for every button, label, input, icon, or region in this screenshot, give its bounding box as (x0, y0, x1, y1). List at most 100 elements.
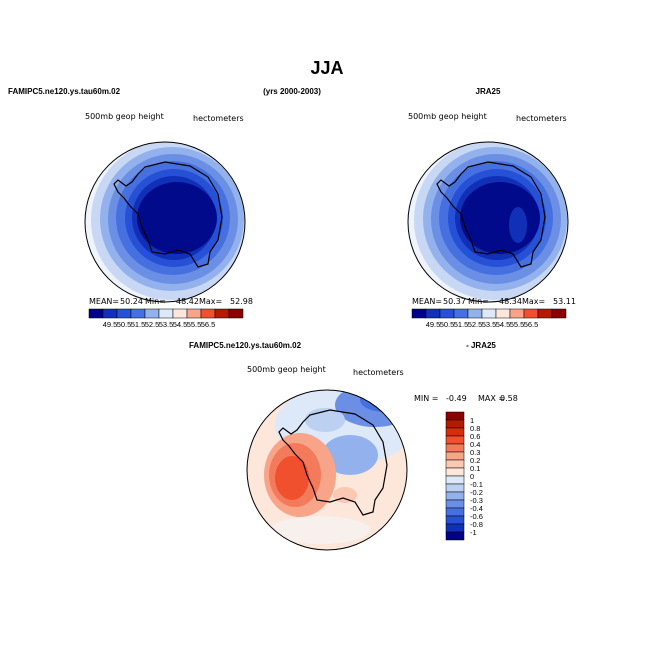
max-value: 0.58 (500, 394, 518, 403)
diff-title: - JRA25 (466, 341, 496, 350)
colorbar-label: 0.4 (470, 440, 480, 449)
stat-value: 50.24 (120, 297, 143, 306)
colorbar-label: 50.5 (440, 320, 455, 329)
stat-label: Max= (199, 297, 222, 306)
variable-label: 500mb geop height (85, 112, 164, 121)
stat-label: Min= (468, 297, 489, 306)
colorbar-box (481, 308, 497, 319)
colorbar-box (445, 491, 465, 501)
left-panel-title: FAMIPC5.ne120.ys.tau60m.02 (8, 87, 121, 96)
colorbar-box (130, 308, 146, 319)
colorbar-label: 49.5 (103, 320, 118, 329)
colorbar-box (445, 515, 465, 525)
colorbar-label: -0.4 (470, 504, 483, 513)
map (247, 390, 407, 550)
colorbar-box (172, 308, 188, 319)
colorbar-label: 55.5 (510, 320, 525, 329)
colorbar-box (445, 411, 465, 421)
colorbar-box (495, 308, 511, 319)
colorbar-label: 54.5 (496, 320, 511, 329)
min-value: -0.49 (446, 394, 467, 403)
colorbar-label: -1 (470, 528, 477, 537)
colorbar-label: -0.6 (470, 512, 483, 521)
colorbar-box (200, 308, 216, 319)
colorbar-label: -0.8 (470, 520, 483, 529)
colorbar-box (158, 308, 174, 319)
colorbar-label: 53.5 (482, 320, 497, 329)
colorbar-label: 51.5 (131, 320, 146, 329)
colorbar-label: -0.3 (470, 496, 483, 505)
colorbar-box (467, 308, 483, 319)
stat-value: 48.34 (499, 297, 522, 306)
colorbar-label: -0.1 (470, 480, 483, 489)
colorbar-box (102, 308, 118, 319)
colorbar-label: 53.5 (159, 320, 174, 329)
stat-value: 53.11 (553, 297, 576, 306)
colorbar-label: 0 (470, 472, 474, 481)
colorbar-box (214, 308, 230, 319)
min-label: MIN = (414, 394, 439, 403)
colorbar-box (523, 308, 539, 319)
colorbar-label: 55.5 (187, 320, 202, 329)
colorbar-box (445, 483, 465, 493)
colorbar-box (445, 419, 465, 429)
stat-value: 52.98 (230, 297, 253, 306)
units-label: hectometers (516, 114, 567, 123)
stat-label: MEAN= (412, 297, 442, 306)
stat-label: MEAN= (89, 297, 119, 306)
map (85, 142, 245, 302)
diff-title: FAMIPC5.ne120.ys.tau60m.02 (189, 341, 302, 350)
colorbar-label: 51.5 (454, 320, 469, 329)
colorbar-label: 0.6 (470, 432, 480, 441)
variable-label: 500mb geop height (247, 365, 326, 374)
colorbar-box (445, 459, 465, 469)
stat-label: Max= (522, 297, 545, 306)
colorbar-box (445, 531, 465, 541)
colorbar-box (445, 475, 465, 485)
colorbar-label: -0.2 (470, 488, 483, 497)
colorbar-box (186, 308, 202, 319)
map-border (246, 389, 408, 551)
colorbar-label: 49.5 (426, 320, 441, 329)
colorbar-label: 52.5 (145, 320, 160, 329)
map (408, 142, 568, 302)
colorbar-box (88, 308, 104, 319)
colorbar-box (445, 507, 465, 517)
years-label: (yrs 2000-2003) (263, 87, 321, 96)
map-border (407, 141, 569, 303)
max-label: MAX = (478, 394, 505, 403)
colorbar-box (445, 467, 465, 477)
colorbar-label: 1 (470, 416, 474, 425)
colorbar-box (116, 308, 132, 319)
colorbar-box (551, 308, 567, 319)
colorbar-label: 0.2 (470, 456, 480, 465)
colorbar-label: 56.5 (524, 320, 539, 329)
colorbar-box (228, 308, 244, 319)
colorbar-box (144, 308, 160, 319)
stat-label: Min= (145, 297, 166, 306)
colorbar-label: 50.5 (117, 320, 132, 329)
colorbar-box (445, 435, 465, 445)
units-label: hectometers (193, 114, 244, 123)
variable-label: 500mb geop height (408, 112, 487, 121)
colorbar-label: 54.5 (173, 320, 188, 329)
stat-value: 50.37 (443, 297, 466, 306)
colorbar-box (445, 523, 465, 533)
colorbar-box (509, 308, 525, 319)
colorbar-box (445, 443, 465, 453)
colorbar-box (439, 308, 455, 319)
colorbar-box (411, 308, 427, 319)
colorbar-label: 0.8 (470, 424, 480, 433)
colorbar-box (445, 451, 465, 461)
right-panel-title: JRA25 (476, 87, 501, 96)
colorbar-box (537, 308, 553, 319)
colorbar-label: 0.1 (470, 464, 480, 473)
stat-value: 48.42 (176, 297, 199, 306)
colorbar-box (445, 499, 465, 509)
units-label: hectometers (353, 368, 404, 377)
colorbar-label: 0.3 (470, 448, 480, 457)
colorbar-label: 52.5 (468, 320, 483, 329)
colorbar-box (425, 308, 441, 319)
figure-title: JJA (310, 58, 343, 78)
